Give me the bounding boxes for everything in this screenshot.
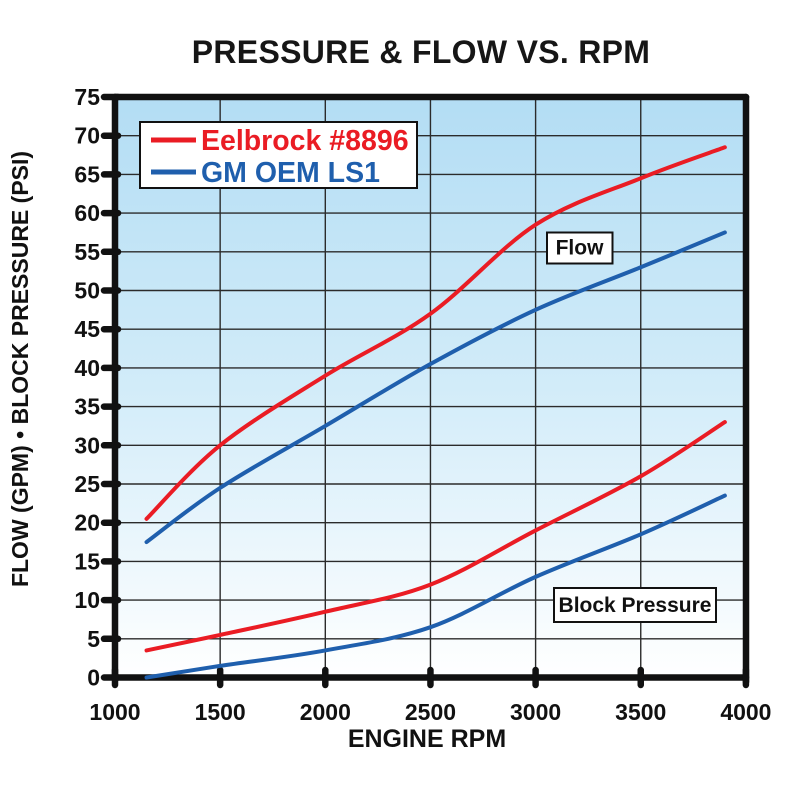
svg-text:45: 45 <box>74 316 100 342</box>
svg-text:ENGINE RPM: ENGINE RPM <box>348 725 506 753</box>
svg-text:35: 35 <box>74 394 100 420</box>
svg-text:10: 10 <box>74 587 100 613</box>
svg-text:60: 60 <box>74 200 100 226</box>
svg-text:Block Pressure: Block Pressure <box>559 594 712 617</box>
svg-text:15: 15 <box>74 548 100 574</box>
svg-text:25: 25 <box>74 471 100 497</box>
svg-text:50: 50 <box>74 278 100 304</box>
svg-text:4000: 4000 <box>720 699 771 725</box>
svg-text:Flow: Flow <box>556 237 604 260</box>
svg-text:55: 55 <box>74 239 100 265</box>
svg-text:Eelbrock #8896: Eelbrock #8896 <box>201 125 409 157</box>
svg-text:3000: 3000 <box>510 699 561 725</box>
svg-text:70: 70 <box>74 123 100 149</box>
svg-text:GM OEM LS1: GM OEM LS1 <box>201 157 380 189</box>
svg-text:75: 75 <box>74 84 100 110</box>
svg-text:65: 65 <box>74 161 100 187</box>
svg-text:0: 0 <box>87 665 100 691</box>
svg-text:3500: 3500 <box>615 699 666 725</box>
svg-text:5: 5 <box>87 626 100 652</box>
svg-text:30: 30 <box>74 432 100 458</box>
svg-text:20: 20 <box>74 510 100 536</box>
svg-text:PRESSURE & FLOW VS. RPM: PRESSURE & FLOW VS. RPM <box>192 34 651 70</box>
svg-text:FLOW (GPM) • BLOCK PRESSURE (P: FLOW (GPM) • BLOCK PRESSURE (PSI) <box>7 151 33 587</box>
svg-text:1000: 1000 <box>89 699 140 725</box>
svg-text:2000: 2000 <box>300 699 351 725</box>
svg-text:40: 40 <box>74 355 100 381</box>
svg-text:2500: 2500 <box>405 699 456 725</box>
svg-text:1500: 1500 <box>195 699 246 725</box>
